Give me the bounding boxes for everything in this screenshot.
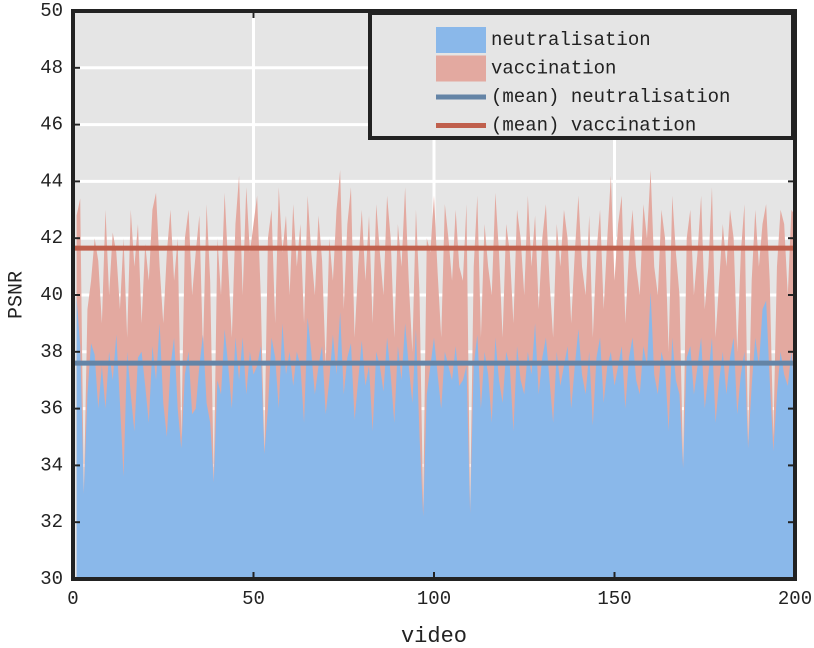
y-tick-label: 46 (40, 114, 63, 136)
legend-swatch (436, 55, 486, 82)
legend-label: (mean) vaccination (491, 115, 696, 137)
y-tick-label: 44 (40, 170, 63, 192)
x-tick-label: 0 (67, 588, 78, 610)
y-tick-label: 50 (40, 0, 63, 22)
y-tick-label: 40 (40, 284, 63, 306)
y-axis-label: PSNR (5, 271, 28, 319)
area (76, 292, 796, 579)
y-tick-label: 38 (40, 341, 63, 363)
y-tick-label: 48 (40, 57, 63, 79)
areas (76, 170, 796, 580)
x-tick-label: 50 (242, 588, 265, 610)
y-tick-label: 30 (40, 568, 63, 590)
legend: neutralisation vaccination (mean) neutrali… (368, 11, 795, 140)
y-tick-label: 42 (40, 227, 63, 249)
legend-label: vaccination (491, 58, 616, 80)
y-tick-label: 32 (40, 511, 63, 533)
x-tick-label: 200 (778, 588, 812, 610)
x-tick-label: 150 (597, 588, 631, 610)
x-axis-label: video (401, 624, 467, 648)
legend-swatch (436, 27, 486, 53)
y-tick-label: 34 (40, 454, 63, 476)
legend-label: neutralisation (491, 29, 651, 51)
x-tick-label: 100 (417, 588, 451, 610)
legend-label: (mean) neutralisation (491, 86, 730, 108)
mean-lines (73, 245, 795, 366)
y-tick-label: 36 (40, 398, 63, 420)
